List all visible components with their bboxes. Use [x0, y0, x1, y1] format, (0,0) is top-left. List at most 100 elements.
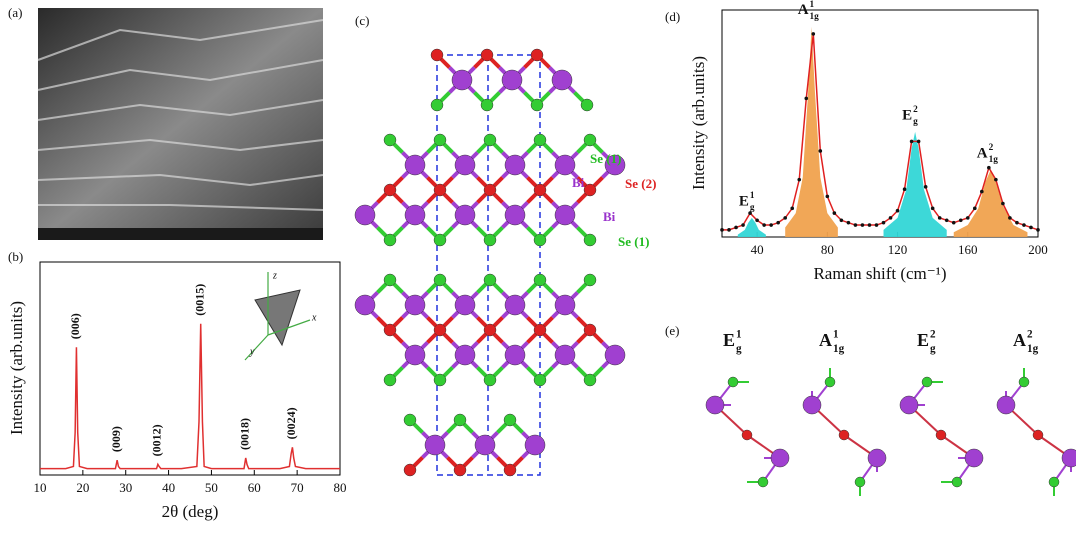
data-point — [797, 178, 801, 182]
atom — [384, 234, 396, 246]
data-point — [875, 223, 879, 227]
x-tick-label: 50 — [205, 480, 218, 495]
atom — [434, 374, 446, 386]
data-point — [910, 140, 914, 144]
sem-image — [38, 8, 323, 240]
atom — [555, 205, 575, 225]
data-point — [783, 216, 787, 220]
peak-label: (006) — [68, 313, 82, 339]
x-tick-label: 80 — [821, 242, 834, 257]
atom — [355, 205, 375, 225]
atom — [706, 396, 724, 414]
atom — [534, 134, 546, 146]
data-point — [966, 216, 970, 220]
atom — [1019, 377, 1029, 387]
data-point — [840, 218, 844, 222]
panel-label: (b) — [8, 249, 23, 264]
data-point — [868, 223, 872, 227]
mode-sup: 2 — [930, 328, 936, 340]
atom — [481, 99, 493, 111]
atom — [505, 155, 525, 175]
atom — [505, 205, 525, 225]
mode-symbol: A — [1013, 330, 1026, 350]
data-point — [952, 221, 956, 225]
data-point — [882, 221, 886, 225]
panel-label: (e) — [665, 323, 679, 338]
atom — [534, 374, 546, 386]
atom — [505, 295, 525, 315]
inset-axis-label: y — [249, 346, 255, 357]
mode-symbol: A — [819, 330, 832, 350]
atom — [484, 184, 496, 196]
x-tick-label: 120 — [888, 242, 908, 257]
atom — [484, 274, 496, 286]
x-tick-label: 10 — [34, 480, 47, 495]
atom — [868, 449, 886, 467]
atom — [584, 234, 596, 246]
y-axis-label: Intensity (arb.units) — [689, 56, 708, 190]
atom — [434, 324, 446, 336]
atom — [484, 324, 496, 336]
atom — [455, 345, 475, 365]
data-point — [959, 218, 963, 222]
atom — [484, 374, 496, 386]
mode-sup: 2 — [989, 143, 994, 153]
mode-sub: g — [913, 117, 918, 127]
peak-label: (0015) — [192, 284, 206, 316]
atom — [839, 430, 849, 440]
data-point — [987, 166, 991, 170]
data-point — [938, 216, 942, 220]
atom — [584, 134, 596, 146]
data-point — [1036, 228, 1040, 232]
mode-sub: 1g — [833, 343, 845, 355]
x-axis-label: 2θ (deg) — [162, 502, 219, 521]
mode-sup: 2 — [913, 105, 918, 115]
data-point — [973, 207, 977, 211]
atom — [405, 345, 425, 365]
atom-label: Se (2) — [625, 176, 656, 191]
data-point — [1029, 226, 1033, 230]
atom — [584, 184, 596, 196]
mode-sup: 1 — [810, 0, 815, 10]
data-point — [762, 223, 766, 227]
atom-label: Bi — [572, 175, 585, 190]
atom-label: Se (1) — [618, 234, 649, 249]
inset-axis-label: z — [272, 270, 277, 281]
panel-label: (d) — [665, 9, 680, 24]
atom — [454, 464, 466, 476]
data-point — [833, 211, 837, 215]
atom — [555, 155, 575, 175]
atom — [425, 435, 445, 455]
atom — [452, 70, 472, 90]
data-point — [819, 149, 823, 153]
atom — [900, 396, 918, 414]
atom — [384, 374, 396, 386]
data-point — [847, 221, 851, 225]
mode-symbol: E — [917, 330, 929, 350]
atom — [952, 477, 962, 487]
mode-sub: g — [736, 343, 742, 355]
data-point — [917, 140, 921, 144]
data-point — [994, 178, 998, 182]
mode-symbol: E — [739, 193, 749, 209]
atom — [534, 234, 546, 246]
atom — [405, 295, 425, 315]
atom — [475, 435, 495, 455]
atom — [531, 49, 543, 61]
atom — [455, 295, 475, 315]
atom — [534, 184, 546, 196]
x-tick-label: 40 — [162, 480, 175, 495]
atom — [502, 70, 522, 90]
data-point — [790, 207, 794, 211]
data-point — [1001, 202, 1005, 206]
data-point — [854, 223, 858, 227]
atom — [555, 345, 575, 365]
atom — [771, 449, 789, 467]
data-point — [1022, 223, 1026, 227]
atom — [404, 464, 416, 476]
atom — [555, 295, 575, 315]
atom — [434, 184, 446, 196]
atom — [384, 134, 396, 146]
atom — [355, 295, 375, 315]
panel-label: (a) — [8, 5, 22, 20]
